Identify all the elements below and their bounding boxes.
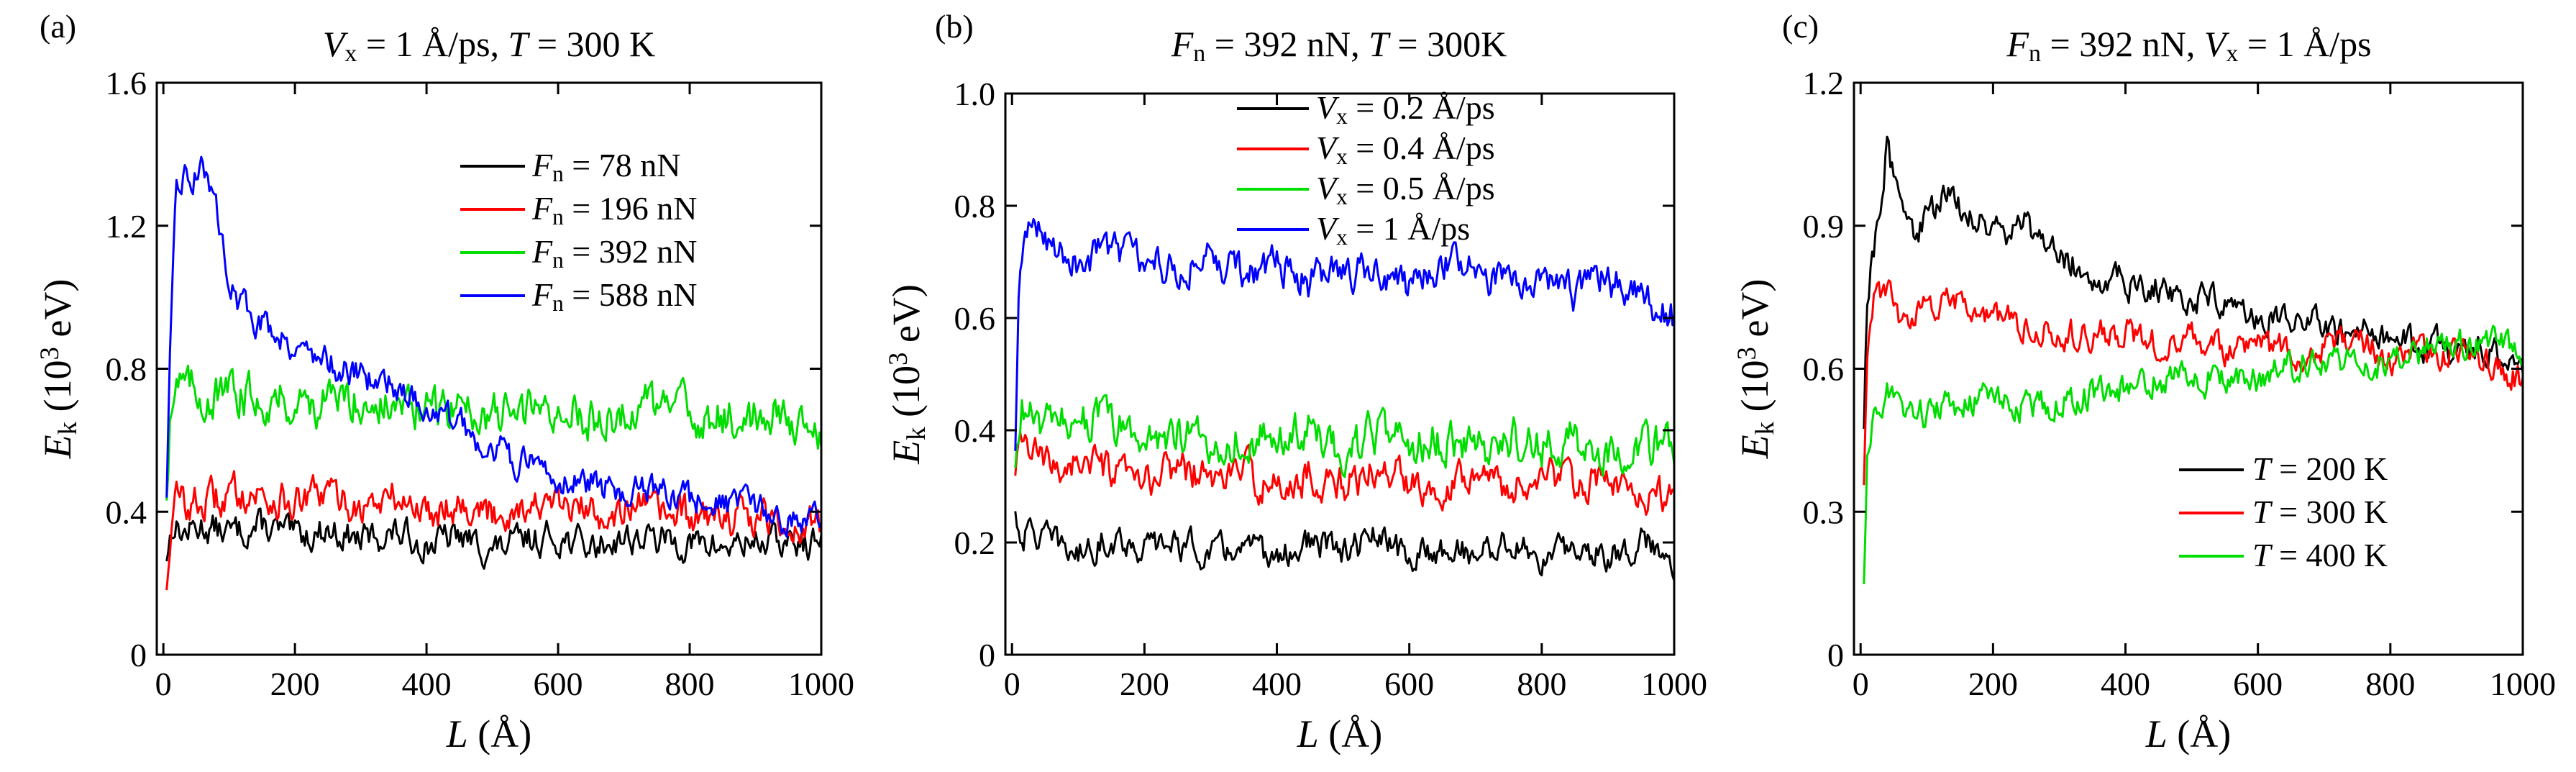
x-tick-label: 600 — [534, 666, 583, 702]
x-tick-label: 200 — [1968, 666, 2018, 702]
panel-label: (b) — [935, 8, 974, 45]
y-tick-label: 0.4 — [106, 494, 147, 530]
series-line-4 — [165, 155, 821, 538]
x-tick-label: 600 — [2233, 666, 2283, 702]
series-line-2 — [1014, 431, 1674, 516]
x-tick-label: 0 — [1853, 666, 1869, 702]
legend-entry: T = 300 K — [2252, 494, 2388, 530]
y-tick-label: 1.2 — [1803, 65, 1845, 101]
y-tick-label: 0 — [1827, 637, 1844, 673]
y-tick-label: 0.3 — [1803, 494, 1845, 530]
chart-title: Fn = 392 nN, Vx = 1 Å/ps — [2006, 24, 2371, 67]
legend-entry: Fn = 588 nN — [531, 276, 697, 316]
y-axis-label: Ek (103 eV) — [35, 279, 82, 460]
x-tick-label: 1000 — [788, 666, 854, 702]
series-line-4 — [1014, 218, 1674, 451]
y-tick-label: 1.2 — [106, 208, 147, 245]
x-tick-label: 400 — [2101, 666, 2150, 702]
series-line-3 — [1863, 324, 2523, 585]
x-tick-label: 0 — [155, 666, 172, 702]
panel-b: 0 200 400 600 800 1000 0 0.2 0.4 0.6 0.8 1.0 L (Å) Ek… — [883, 8, 1707, 755]
series-line-3 — [1014, 394, 1674, 478]
x-tick-label: 800 — [2365, 666, 2415, 702]
plot-frame — [1853, 81, 2524, 656]
plot-frame — [1004, 92, 1676, 656]
series-line-2 — [165, 470, 821, 591]
x-tick-label: 1000 — [1641, 666, 1707, 702]
y-axis-label: Ek (103 eV) — [883, 284, 931, 465]
series-line-1 — [1863, 135, 2523, 430]
x-tick-label: 600 — [1384, 666, 1434, 702]
chart-title: Fn = 392 nN, T = 300K — [1171, 24, 1507, 67]
y-tick-label: 0.6 — [954, 300, 996, 337]
x-axis-label: L (Å) — [446, 712, 532, 755]
panel-label: (a) — [40, 8, 76, 45]
series-line-1 — [1014, 511, 1674, 581]
legend-entry: T = 400 K — [2252, 537, 2388, 573]
plot-frame — [155, 81, 823, 656]
chart-title: Vx = 1 Å/ps, T = 300 K — [323, 24, 655, 67]
panel-label: (c) — [1782, 8, 1819, 45]
panel-c: 0 200 400 600 800 1000 0 0.3 0.6 0.9 1.2 L (Å) Ek (1… — [1732, 8, 2556, 755]
y-tick-label: 1.6 — [106, 65, 147, 101]
panel-a: 0 200 400 600 800 1000 0 0.4 0.8 1.2 1.6 L (Å) Ek (1… — [35, 8, 854, 755]
x-tick-label: 400 — [402, 666, 452, 702]
y-tick-label: 0.2 — [954, 524, 996, 561]
x-tick-label: 200 — [270, 666, 320, 702]
y-tick-label: 1.0 — [954, 76, 996, 112]
legend-entry: Vx = 0.2 Å/ps — [1316, 89, 1495, 129]
x-axis-label: L (Å) — [1297, 712, 1383, 755]
x-tick-label: 0 — [1004, 666, 1020, 702]
legend-entry: T = 200 K — [2252, 450, 2388, 487]
y-tick-label: 0.4 — [954, 412, 996, 449]
series-line-2 — [1863, 279, 2523, 486]
x-tick-label: 1000 — [2490, 666, 2556, 702]
x-axis-label: L (Å) — [2145, 712, 2232, 755]
y-tick-label: 0.6 — [1803, 351, 1845, 388]
legend-entry: Vx = 1 Å/ps — [1316, 210, 1470, 250]
legend-entry: Fn = 392 nN — [531, 233, 697, 273]
y-axis-label: Ek (103 eV) — [1732, 279, 1779, 460]
y-tick-label: 0 — [979, 637, 995, 673]
y-tick-label: 0.8 — [954, 188, 996, 224]
legend-entry: Vx = 0.5 Å/ps — [1316, 170, 1495, 209]
x-tick-label: 200 — [1120, 666, 1169, 702]
legend-entry: Vx = 0.4 Å/ps — [1316, 130, 1495, 169]
y-tick-label: 0.9 — [1803, 208, 1845, 245]
y-tick-label: 0 — [130, 637, 147, 673]
legend-entry: Fn = 78 nN — [531, 147, 680, 186]
x-tick-label: 800 — [1517, 666, 1566, 702]
x-tick-label: 800 — [665, 666, 715, 702]
series-line-3 — [165, 364, 821, 501]
x-tick-label: 400 — [1252, 666, 1302, 702]
y-tick-label: 0.8 — [106, 351, 147, 388]
legend: T = 200 K T = 300 K T = 400 K — [2179, 450, 2388, 573]
legend-entry: Fn = 196 nN — [531, 190, 697, 230]
